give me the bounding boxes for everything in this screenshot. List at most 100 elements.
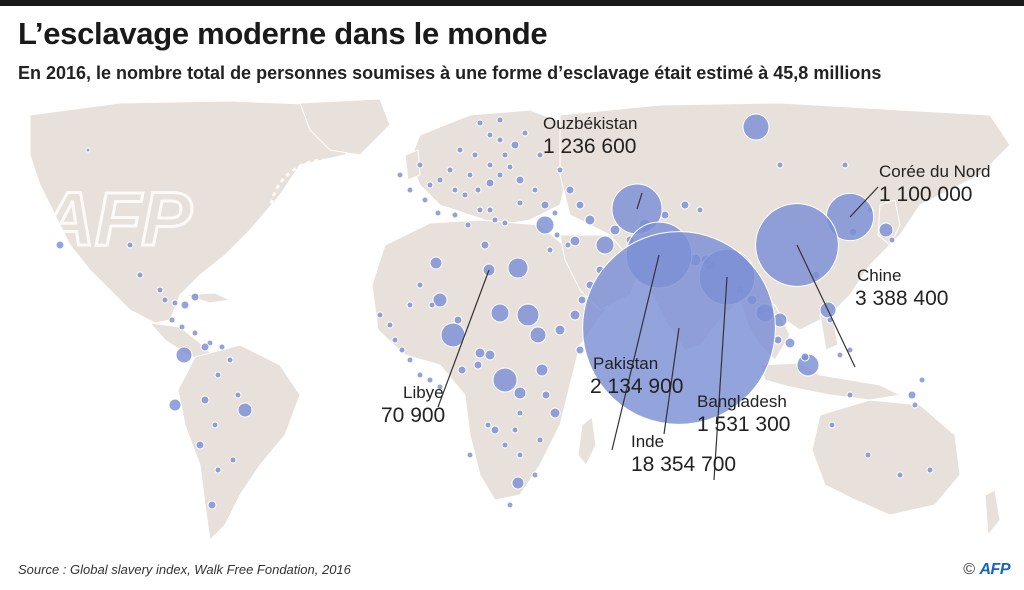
callout-bangladesh: Bangladesh 1 531 300: [697, 392, 790, 438]
country-bubble: [453, 315, 463, 325]
country-bubble: [171, 299, 179, 307]
callout-value: 3 388 400: [855, 287, 949, 311]
callout-country: Inde: [631, 432, 665, 451]
callout-inde: Inde 18 354 700: [631, 432, 736, 478]
country-bubble: [476, 206, 484, 214]
copyright-symbol: ©: [963, 561, 976, 578]
country-bubble: [180, 300, 190, 310]
country-bubble: [501, 441, 509, 449]
country-bubble: [406, 301, 414, 309]
country-bubble: [432, 292, 448, 308]
country-bubble: [237, 402, 253, 418]
country-bubble: [429, 256, 443, 270]
country-bubble: [696, 206, 704, 214]
country-bubble: [457, 365, 467, 375]
country-bubble: [911, 401, 919, 409]
country-bubble: [484, 421, 492, 429]
country-bubble: [836, 351, 844, 359]
country-bubble: [396, 171, 404, 179]
country-bubble: [214, 371, 222, 379]
country-bubble: [480, 240, 490, 250]
land-south-america: [177, 344, 301, 542]
country-bubble: [531, 186, 539, 194]
callout-value: 1 531 300: [697, 413, 791, 437]
callout-country: Libye: [403, 383, 444, 402]
country-bubble: [680, 200, 690, 210]
country-bubble: [446, 166, 454, 174]
source-note: Source : Global slavery index, Walk Free…: [18, 562, 351, 577]
country-bubble: [496, 136, 504, 144]
country-bubble: [195, 440, 205, 450]
country-bubble: [501, 219, 509, 227]
country-bubble: [136, 271, 144, 279]
country-bubble: [569, 309, 581, 321]
watermark-globe: [268, 158, 382, 272]
country-bubble: [218, 343, 226, 351]
callout-value: 18 354 700: [631, 453, 737, 477]
country-bubble: [200, 342, 210, 352]
leader-line: [849, 186, 879, 218]
country-bubble: [214, 466, 222, 474]
country-bubble: [510, 140, 520, 150]
country-bubble: [161, 296, 169, 304]
country-bubble: [506, 163, 514, 171]
leader-line: [663, 327, 680, 435]
country-bubble: [490, 425, 500, 435]
country-bubble: [229, 456, 237, 464]
afp-logo: AFP: [979, 561, 1011, 578]
country-bubble: [564, 241, 572, 249]
country-bubble: [511, 476, 525, 490]
afp-watermark: AFP: [37, 158, 382, 272]
country-bubble: [541, 390, 551, 400]
callout-ouzbekistan: Ouzbékistan 1 236 600: [543, 114, 638, 160]
country-bubble: [426, 376, 434, 384]
country-bubble: [536, 436, 544, 444]
callout-chine: Chine 3 388 400: [855, 266, 948, 312]
country-bubble: [191, 329, 199, 337]
country-bubble: [471, 151, 479, 159]
country-bubble: [436, 176, 444, 184]
leader-line: [437, 269, 490, 408]
country-bubble: [784, 337, 796, 349]
country-bubble: [234, 391, 242, 399]
page-subtitle: En 2016, le nombre total de personnes so…: [18, 63, 882, 83]
country-bubble: [426, 181, 434, 189]
country-bubble: [546, 246, 554, 254]
country-bubble: [491, 216, 499, 224]
land-uk: [404, 149, 421, 181]
country-bubble: [416, 281, 424, 289]
country-bubble: [376, 311, 384, 319]
country-bubble: [569, 235, 581, 247]
country-bubble: [476, 119, 484, 127]
country-bubble: [535, 215, 555, 235]
callout-country: Pakistan: [593, 354, 659, 373]
land-australia: [811, 399, 961, 516]
country-bubble: [386, 321, 394, 329]
country-bubble: [595, 235, 615, 255]
country-bubble: [207, 500, 217, 510]
callout-coree-du-nord: Corée du Nord 1 100 000: [879, 162, 991, 208]
country-bubble: [536, 151, 544, 159]
callout-country: Bangladesh: [697, 392, 787, 411]
country-bubble: [549, 407, 561, 419]
country-bubble: [516, 199, 524, 207]
country-bubble: [501, 151, 509, 159]
world-map: AFP: [29, 98, 1011, 542]
country-bubble: [516, 303, 540, 327]
agency-credit: © AFP: [963, 561, 1010, 579]
land-greenland: [299, 98, 391, 156]
country-bubble: [828, 421, 836, 429]
country-bubble: [486, 131, 494, 139]
country-bubble: [456, 146, 464, 154]
callout-country: Ouzbékistan: [543, 114, 638, 133]
country-bubble: [575, 345, 585, 355]
country-bubble: [529, 326, 547, 344]
callout-pakistan: Pakistan 2 134 900: [590, 354, 683, 400]
country-bubble: [436, 383, 444, 391]
country-bubble: [577, 295, 587, 305]
country-bubble: [575, 200, 585, 210]
country-bubble: [211, 421, 219, 429]
callout-country: Corée du Nord: [879, 162, 991, 181]
country-bubble: [428, 301, 436, 309]
country-bubble: [540, 200, 550, 210]
